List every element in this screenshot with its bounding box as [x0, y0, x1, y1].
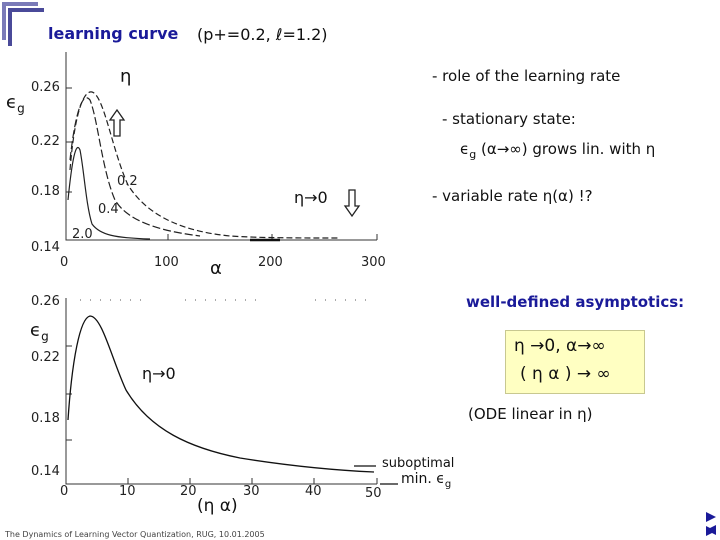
- bottom-y-tick: 0.26: [31, 294, 60, 309]
- corner-bracket-icon: [2, 2, 44, 46]
- bottom-learning-curve: [67, 315, 375, 473]
- bottom-x-tick: 30: [243, 484, 260, 499]
- limit-line-1: η →0, α→∞: [514, 336, 606, 356]
- note-variable: - variable rate η(α) !?: [432, 187, 593, 205]
- bottom-y-tick: 0.14: [31, 464, 60, 479]
- bottom-x-tick: 40: [305, 484, 322, 499]
- curve-label: 0.2: [117, 174, 138, 189]
- top-x-tick: 100: [154, 255, 179, 270]
- down-arrow-icon: [343, 189, 361, 218]
- top-x-axis-label: α: [210, 258, 222, 279]
- suboptimal-label: suboptimal: [382, 456, 455, 471]
- bottom-x-tick: 0: [60, 484, 69, 499]
- nav-end-icon: [706, 526, 716, 536]
- curve-eta-0.4: [69, 97, 201, 237]
- curve-eta-2.0: [67, 147, 151, 240]
- asymptotics-heading: well-defined asymptotics:: [466, 293, 685, 311]
- slide-title: learning curve: [48, 24, 179, 43]
- top-y-tick: 0.18: [31, 184, 60, 199]
- curve-label: 0.4: [98, 202, 119, 217]
- bottom-eta-to-zero: η→0: [142, 364, 176, 383]
- bottom-x-axis-label: (η α): [197, 496, 238, 516]
- params-label: (p+=0.2, ℓ=1.2): [197, 25, 328, 44]
- note-stationary: - stationary state:: [442, 110, 576, 128]
- note-grows: ϵg (α→∞) grows lin. with η: [460, 140, 656, 161]
- footer: The Dynamics of Learning Vector Quantiza…: [5, 530, 265, 539]
- top-x-tick: 300: [361, 255, 386, 270]
- bottom-y-axis-label: ϵg: [30, 320, 49, 344]
- top-x-tick: 200: [258, 255, 283, 270]
- bottom-x-tick: 20: [180, 484, 197, 499]
- bottom-x-tick: 10: [119, 484, 136, 499]
- ode-note: (ODE linear in η): [468, 405, 593, 423]
- min-label: min. ϵg: [401, 471, 452, 490]
- top-eta-to-zero: η→0: [294, 188, 328, 207]
- nav-next-icon: [706, 512, 716, 522]
- limit-line-2: ( η α ) → ∞: [520, 364, 611, 384]
- top-y-axis-label: ϵg: [6, 92, 25, 116]
- bottom-plot-frame: [65, 298, 378, 485]
- curve-label: 2.0: [72, 227, 93, 242]
- top-y-tick: 0.22: [31, 134, 60, 149]
- top-y-tick: 0.14: [31, 240, 60, 255]
- curve-eta-0.2: [69, 91, 341, 239]
- note-role: - role of the learning rate: [432, 67, 621, 85]
- bottom-y-tick: 0.18: [31, 411, 60, 426]
- up-arrow-icon: [108, 108, 126, 137]
- bottom-y-tick: 0.22: [31, 350, 60, 365]
- top-x-tick: 0: [60, 255, 69, 270]
- top-eta-label: η: [120, 66, 132, 87]
- asymptotics-box: [505, 330, 645, 394]
- top-y-tick: 0.26: [31, 80, 60, 95]
- bottom-x-tick: 50: [365, 486, 382, 501]
